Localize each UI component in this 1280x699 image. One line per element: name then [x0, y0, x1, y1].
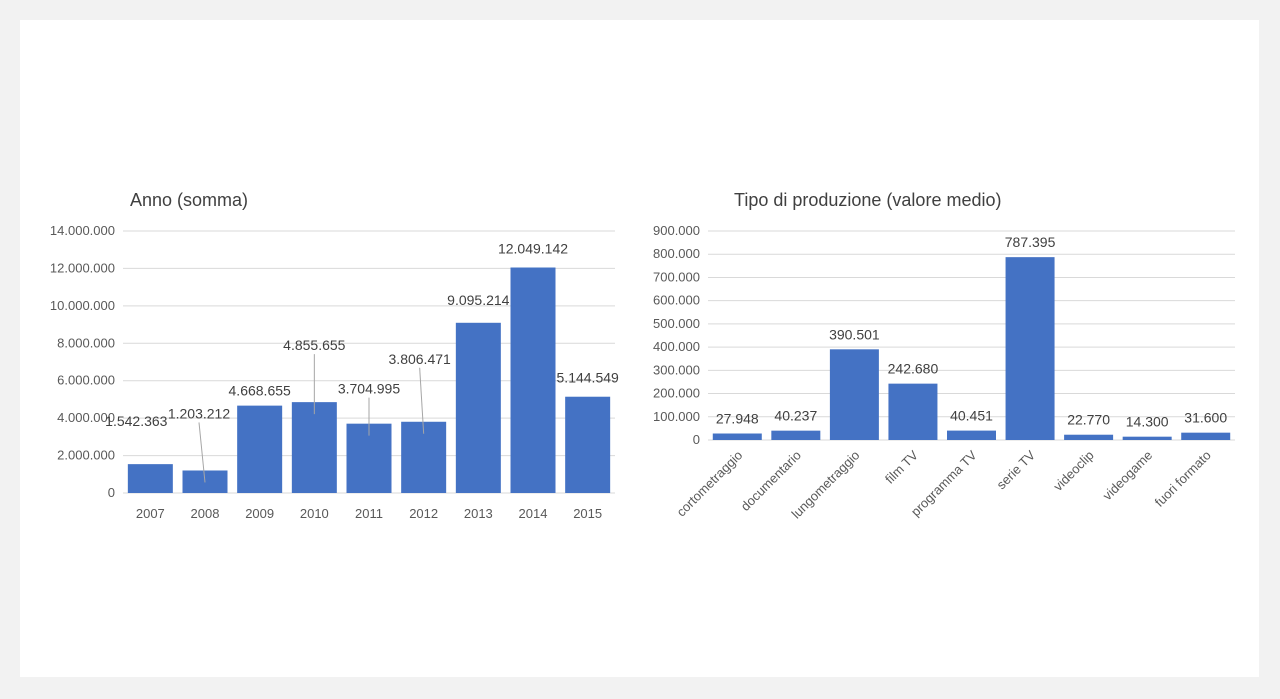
chart-anno-somma: Anno (somma) 0 2.000.000 4.000.000 6.000.00… — [50, 190, 619, 521]
data-label: 3.704.995 — [338, 381, 400, 397]
x-tick-label: 2014 — [519, 506, 548, 521]
y-tick-label: 4.000.000 — [57, 410, 115, 425]
x-tick-label: documentario — [738, 448, 804, 514]
y-tick-label: 0 — [693, 432, 700, 447]
x-tick-label: 2007 — [136, 506, 165, 521]
y-tick-label: 12.000.000 — [50, 260, 115, 275]
y-tick-label: 0 — [108, 485, 115, 500]
x-tick-label: 2008 — [191, 506, 220, 521]
bar — [947, 430, 996, 440]
y-tick-label: 8.000.000 — [57, 335, 115, 350]
x-tick-label: 2013 — [464, 506, 493, 521]
bar — [1181, 432, 1231, 440]
bar — [829, 349, 879, 440]
y-tick-label: 200.000 — [653, 386, 700, 401]
data-label: 4.855.655 — [283, 337, 345, 353]
y-tick-label: 10.000.000 — [50, 298, 115, 313]
bar — [1122, 436, 1172, 440]
y-tick-label: 400.000 — [653, 339, 700, 354]
leader-line — [198, 422, 206, 483]
x-tick-label: cortometraggio — [673, 448, 745, 520]
data-label: 787.395 — [1005, 234, 1056, 250]
y-tick-label: 14.000.000 — [50, 223, 115, 238]
slide: Anno (somma) 0 2.000.000 4.000.000 6.000.00… — [20, 20, 1259, 677]
bar — [565, 396, 611, 493]
bar — [1005, 257, 1055, 440]
data-label: 5.144.549 — [557, 370, 619, 386]
x-tick-label: 2010 — [300, 506, 329, 521]
data-label: 40.237 — [774, 408, 817, 424]
data-label: 31.600 — [1184, 410, 1227, 426]
x-tick-label: serie TV — [994, 447, 1039, 492]
bar — [771, 430, 821, 440]
data-label: 1.203.212 — [168, 405, 230, 421]
y-tick-label: 700.000 — [653, 269, 700, 284]
data-label: 3.806.471 — [389, 351, 451, 367]
x-tick-label: film TV — [882, 447, 921, 486]
y-tick-label: 6.000.000 — [57, 373, 115, 388]
bar — [237, 405, 283, 493]
x-tick-label: 2011 — [355, 506, 383, 521]
chart-title: Anno (somma) — [130, 190, 248, 210]
y-tick-label: 900.000 — [653, 223, 700, 238]
charts-svg: Anno (somma) 0 2.000.000 4.000.000 6.000.00… — [50, 190, 1235, 521]
data-label: 14.300 — [1126, 414, 1169, 430]
y-tick-label: 500.000 — [653, 316, 700, 331]
bar — [291, 402, 337, 493]
bar — [455, 322, 501, 493]
y-tick-label: 600.000 — [653, 293, 700, 308]
x-tick-label: 2015 — [573, 506, 602, 521]
chart-tipo-di-produzione: Tipo di produzione (valore medio) 0 100.0… — [653, 190, 1235, 521]
bar — [888, 383, 938, 440]
bar — [1064, 434, 1114, 440]
x-tick-label: 2012 — [409, 506, 438, 521]
data-label: 242.680 — [888, 361, 939, 377]
y-tick-label: 100.000 — [653, 409, 700, 424]
y-tick-label: 2.000.000 — [57, 448, 115, 463]
chart-title: Tipo di produzione (valore medio) — [734, 190, 1001, 210]
bar — [712, 433, 762, 440]
data-label: 27.948 — [716, 411, 759, 427]
x-tick-label: videogame — [1100, 448, 1156, 504]
x-tick-label: fuori formato — [1152, 448, 1214, 510]
data-label: 22.770 — [1067, 412, 1110, 428]
data-label: 12.049.142 — [498, 241, 568, 257]
y-tick-label: 800.000 — [653, 246, 700, 261]
bar — [510, 267, 556, 493]
bar — [127, 464, 173, 493]
y-tick-label: 300.000 — [653, 362, 700, 377]
data-label: 40.451 — [950, 408, 993, 424]
leader-line — [419, 367, 425, 434]
data-label: 9.095.214 — [447, 292, 509, 308]
data-label: 1.542.363 — [105, 413, 167, 429]
x-tick-label: 2009 — [245, 506, 274, 521]
data-label: 4.668.655 — [229, 383, 291, 399]
x-tick-label: videoclip — [1050, 448, 1096, 494]
data-label: 390.501 — [829, 326, 880, 342]
